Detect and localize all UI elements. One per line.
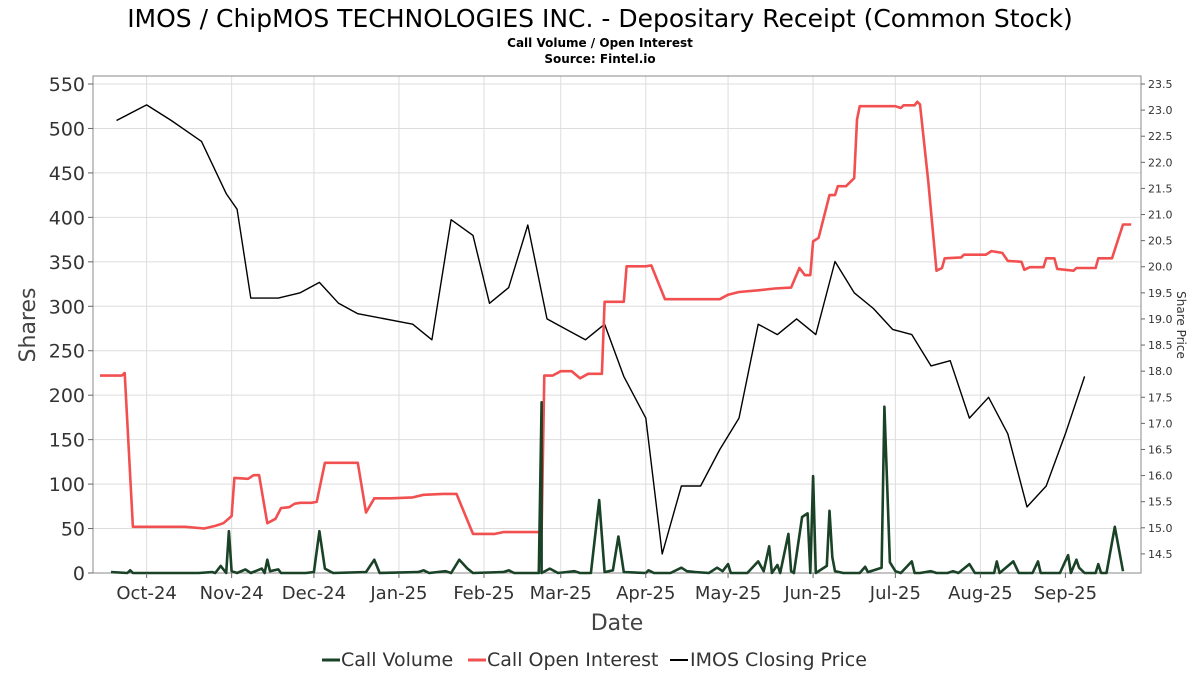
y-tick-label: 350 [49, 252, 85, 274]
y2-tick-label: 17.0 [1148, 417, 1173, 430]
y-tick-label: 150 [49, 430, 85, 452]
x-tick-label: Oct-24 [116, 583, 177, 604]
y-tick-label: 400 [49, 207, 85, 229]
x-tick-label: Apr-25 [616, 583, 675, 604]
grid-lines [93, 76, 1141, 574]
y-tick-label: 250 [49, 341, 85, 363]
series-layer [100, 100, 1132, 575]
y-tick-label: 550 [49, 74, 85, 96]
plot-frame [92, 75, 1142, 574]
legend-label-call-volume: Call Volume [341, 649, 453, 671]
left-axis-ticks: 0 50 100 150 200 250 300 350 400 450 500 550 [49, 74, 93, 585]
y2-tick-label: 22.0 [1148, 156, 1173, 169]
legend-label-imos-closing-price: IMOS Closing Price [690, 649, 867, 671]
y-axis-label: Shares [16, 288, 41, 363]
x-tick-label: Dec-24 [282, 583, 346, 604]
y2-tick-label: 16.5 [1148, 443, 1173, 456]
y2-tick-label: 19.0 [1148, 313, 1173, 326]
y-tick-label: 300 [49, 296, 85, 318]
x-tick-label: Nov-24 [200, 583, 264, 604]
legend-label-call-open-interest: Call Open Interest [487, 649, 659, 671]
chart-subtitle: Call Volume / Open Interest [507, 36, 693, 50]
y2-tick-label: 19.5 [1148, 287, 1173, 300]
x-tick-label: Jan-25 [369, 583, 427, 604]
y-tick-label: 450 [49, 163, 85, 185]
y-tick-label: 200 [49, 385, 85, 407]
x-tick-label: Feb-25 [453, 583, 514, 604]
x-tick-label: Sep-25 [1034, 583, 1097, 604]
y2-axis-label: Share Price [1174, 291, 1188, 359]
y-tick-label: 50 [61, 519, 85, 541]
y-tick-label: 100 [49, 474, 85, 496]
y2-tick-label: 22.5 [1148, 130, 1173, 143]
y2-tick-label: 20.0 [1148, 261, 1173, 274]
chart-source: Source: Fintel.io [544, 52, 655, 66]
x-tick-label: Mar-25 [530, 583, 592, 604]
y2-tick-label: 15.5 [1148, 496, 1173, 509]
x-tick-label: Jun-25 [783, 583, 842, 604]
y2-tick-label: 16.0 [1148, 470, 1173, 483]
x-tick-label: Jul-25 [869, 583, 921, 604]
y2-tick-label: 18.0 [1148, 365, 1173, 378]
y-tick-label: 500 [49, 118, 85, 140]
y2-tick-label: 21.0 [1148, 209, 1173, 222]
x-axis-ticks: Oct-24 Nov-24 Dec-24 Jan-25 Feb-25 Mar-25 Apr-… [116, 573, 1097, 604]
legend: Call Volume Call Open Interest IMOS Clos… [322, 649, 867, 671]
x-tick-label: May-25 [695, 583, 761, 604]
y2-tick-label: 15.0 [1148, 522, 1173, 535]
y-tick-label: 0 [73, 563, 85, 585]
y2-tick-label: 18.5 [1148, 339, 1173, 352]
right-axis-ticks: 14.5 15.0 15.5 16.0 16.5 17.0 17.5 18.0 18.5 19.0… [1141, 78, 1173, 561]
series-line-imos-closing-price [116, 104, 1086, 555]
y2-tick-label: 23.5 [1148, 78, 1173, 91]
x-axis-label: Date [591, 611, 644, 636]
y2-tick-label: 23.0 [1148, 104, 1173, 117]
series-line-call-open-interest [100, 100, 1132, 536]
y2-tick-label: 14.5 [1148, 548, 1173, 561]
y2-tick-label: 17.5 [1148, 391, 1173, 404]
y2-tick-label: 21.5 [1148, 182, 1173, 195]
y2-tick-label: 20.5 [1148, 235, 1173, 248]
chart-title: IMOS / ChipMOS TECHNOLOGIES INC. - Depos… [127, 4, 1073, 33]
series-line-call-volume [110, 400, 1125, 575]
x-tick-label: Aug-25 [948, 583, 1013, 604]
